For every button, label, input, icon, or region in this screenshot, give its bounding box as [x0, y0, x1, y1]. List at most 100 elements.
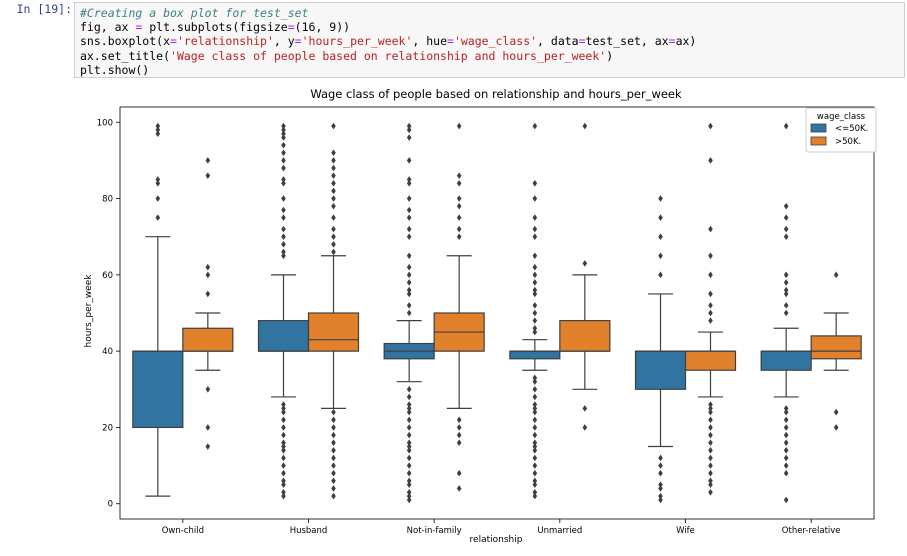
box	[634, 350, 687, 390]
outlier-point	[281, 416, 286, 424]
code-editor[interactable]: #Creating a box plot for test_set fig, ax…	[74, 2, 905, 78]
outlier-point	[456, 416, 462, 424]
outlier-point	[708, 225, 713, 233]
outlier-point	[281, 130, 286, 138]
outlier-point	[658, 481, 663, 488]
outlier-point	[205, 263, 211, 271]
outlier-point	[708, 424, 713, 431]
outlier-point	[783, 454, 789, 462]
outlier-point	[532, 431, 538, 439]
outlier-point	[532, 328, 538, 336]
code-token: =	[668, 34, 676, 49]
outlier-point	[456, 179, 462, 187]
outlier-point	[783, 439, 789, 447]
outlier-point	[532, 416, 538, 424]
outlier-point	[331, 179, 336, 187]
code-token: test_set, ax	[585, 34, 669, 49]
outlier-point	[783, 271, 789, 279]
outlier-point	[532, 271, 538, 279]
outlier-point	[205, 443, 211, 450]
outlier-point	[658, 496, 663, 504]
notebook-cell[interactable]: In [19]: #Creating a box plot for test_s…	[0, 0, 907, 82]
outlier-point	[406, 462, 412, 469]
outlier-point	[582, 260, 588, 267]
code-token: 'relationship'	[176, 34, 274, 49]
code-line: plt.show()	[80, 63, 904, 77]
outlier-point	[783, 202, 789, 210]
x-tick-label: Other-relative	[782, 526, 841, 536]
outlier-point	[281, 214, 286, 221]
chart-title: Wage class of people based on relationsh…	[310, 87, 682, 101]
code-token: sns.boxplot(x	[80, 34, 171, 49]
outlier-point	[456, 233, 462, 241]
outlier-point	[331, 439, 336, 447]
outlier-point	[331, 492, 336, 500]
outlier-point	[532, 454, 538, 462]
outlier-point	[281, 424, 286, 431]
outlier-point	[406, 401, 412, 408]
x-tick-label: Own-child	[162, 526, 204, 536]
code-token: ax)	[675, 34, 697, 49]
outlier-point	[456, 431, 462, 439]
y-tick-label: 20	[102, 423, 113, 433]
outlier-point	[532, 122, 538, 130]
outlier-point	[708, 405, 713, 412]
outlier-point	[406, 263, 412, 271]
outlier-point	[532, 324, 538, 332]
outlier-point	[783, 233, 789, 241]
outlier-point	[281, 225, 286, 233]
outlier-point	[783, 214, 789, 221]
outlier-point	[532, 481, 538, 488]
code-token: =	[294, 34, 302, 49]
box	[760, 350, 812, 371]
x-tick-label: Unmarried	[537, 526, 582, 536]
y-tick-label: 60	[102, 271, 113, 281]
outlier-point	[783, 408, 789, 416]
box	[684, 350, 737, 371]
y-tick-label: 100	[97, 118, 113, 128]
outlier-point	[331, 447, 336, 454]
outlier-point	[532, 233, 538, 241]
outlier-point	[532, 424, 538, 431]
outlier-point	[532, 214, 538, 221]
outlier-point	[281, 401, 286, 408]
outlier-point	[331, 485, 336, 492]
outlier-point	[406, 405, 412, 412]
outlier-point	[331, 214, 336, 221]
outlier-point	[658, 469, 663, 477]
box	[307, 312, 360, 352]
outlier-point	[532, 492, 538, 500]
code-token: , y	[273, 34, 295, 49]
code-token: 'Wage class of people based on relations…	[170, 48, 607, 63]
outlier-point	[406, 290, 412, 298]
outlier-point	[783, 279, 789, 286]
outlier-point	[783, 290, 789, 298]
y-tick-label: 80	[102, 195, 113, 205]
outlier-point	[281, 149, 286, 157]
outlier-point	[658, 214, 663, 221]
box	[810, 335, 862, 360]
outlier-point	[406, 302, 412, 309]
outlier-point	[708, 416, 713, 424]
outlier-point	[406, 233, 412, 241]
outlier-point	[281, 408, 286, 416]
outlier-point	[331, 431, 336, 439]
box	[509, 350, 561, 360]
code-line: ax.set_title('Wage class of people based…	[80, 49, 904, 63]
outlier-point	[708, 252, 713, 260]
outlier-point	[532, 447, 538, 454]
outlier-point	[331, 424, 336, 431]
box	[132, 350, 184, 429]
outlier-point	[658, 462, 663, 469]
outlier-point	[658, 271, 663, 279]
outlier-point	[281, 241, 286, 248]
outlier-point	[331, 149, 336, 157]
outlier-point	[406, 176, 412, 183]
outlier-point	[406, 488, 412, 496]
code-line: sns.boxplot(x='relationship', y='hours_p…	[80, 34, 904, 48]
outlier-point	[708, 431, 713, 439]
x-tick-label: Not-in-family	[407, 526, 462, 536]
outlier-point	[406, 496, 412, 504]
outlier-point	[783, 431, 789, 439]
x-axis-label: relationship	[470, 535, 523, 545]
